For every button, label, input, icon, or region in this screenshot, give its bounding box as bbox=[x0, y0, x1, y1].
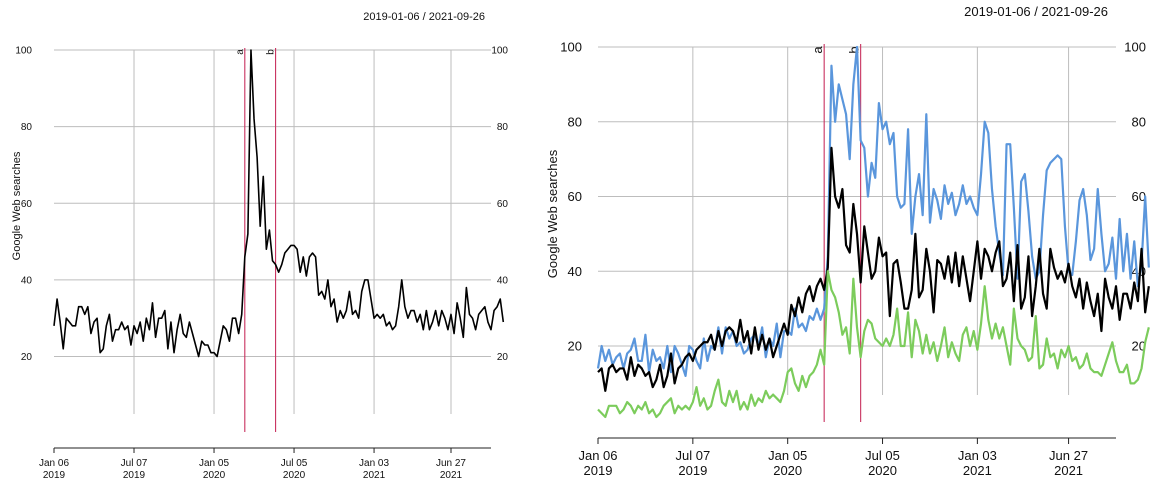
right-chart-event-label-b: b bbox=[847, 46, 862, 53]
right-chart-series-line-1 bbox=[596, 45, 1150, 377]
right-chart-x-tick-year-label: 2020 bbox=[868, 463, 897, 478]
right-chart-y-tick-label-right: 100 bbox=[1124, 40, 1146, 55]
left-chart-x-tick-label: Jul 05 bbox=[281, 458, 308, 469]
right-chart-event-label-a: a bbox=[810, 46, 825, 54]
left-chart-y-tick-label-left: 60 bbox=[21, 199, 33, 210]
left-chart-x-tick-year-label: 2020 bbox=[283, 470, 306, 481]
right-chart-x-tick-label: Jul 05 bbox=[865, 448, 900, 463]
left-chart-x-tick-label: Jan 03 bbox=[359, 458, 389, 469]
left-chart-x-tick-year-label: 2019 bbox=[43, 470, 66, 481]
right-chart-x-tick-label: Jan 05 bbox=[768, 448, 807, 463]
left-chart-y-tick-label-left: 20 bbox=[21, 352, 33, 363]
left-chart-y-tick-label-right: 80 bbox=[497, 122, 509, 133]
left-chart-x-tick-label: Jan 05 bbox=[199, 458, 229, 469]
right-chart-y-tick-label-left: 60 bbox=[568, 189, 582, 204]
right-chart-x-tick-label: Jul 07 bbox=[675, 448, 710, 463]
left-chart-event-label-a: a bbox=[235, 49, 246, 55]
right-chart-series-line-2 bbox=[597, 146, 1150, 392]
right-chart: 2019-01-06 / 2021-09-26 Google Web searc… bbox=[545, 4, 1150, 478]
right-chart-y-tick-label-right: 80 bbox=[1132, 114, 1146, 129]
right-chart-y-tick-label-left: 20 bbox=[568, 339, 582, 354]
left-chart-y-tick-label-left: 100 bbox=[15, 46, 32, 57]
left-chart-y-tick-label-right: 60 bbox=[497, 199, 509, 210]
left-chart-x-tick-label: Jan 06 bbox=[39, 458, 69, 469]
left-chart-title: 2019-01-06 / 2021-09-26 bbox=[363, 11, 485, 23]
left-chart-y-tick-label-left: 40 bbox=[21, 275, 33, 286]
left-chart-y-axis-label: Google Web searches bbox=[11, 151, 23, 260]
left-chart: 2019-01-06 / 2021-09-26 Google Web searc… bbox=[11, 11, 508, 481]
right-chart-y-tick-label-right: 20 bbox=[1132, 339, 1146, 354]
left-chart-x-tick-year-label: 2021 bbox=[440, 470, 463, 481]
right-chart-x-tick-year-label: 2021 bbox=[963, 463, 992, 478]
left-chart-event-label-b: b bbox=[266, 49, 277, 55]
left-chart-y-tick-label-left: 80 bbox=[21, 122, 33, 133]
right-chart-y-tick-label-left: 40 bbox=[568, 264, 582, 279]
right-chart-series-line-3 bbox=[597, 270, 1150, 419]
left-chart-x-tick-year-label: 2021 bbox=[363, 470, 386, 481]
right-chart-x-tick-year-label: 2020 bbox=[773, 463, 802, 478]
right-chart-y-tick-label-right: 60 bbox=[1132, 189, 1146, 204]
right-chart-x-tick-label: Jan 03 bbox=[958, 448, 997, 463]
right-chart-title: 2019-01-06 / 2021-09-26 bbox=[964, 4, 1108, 19]
left-chart-x-tick-year-label: 2020 bbox=[203, 470, 226, 481]
left-chart-y-tick-label-right: 20 bbox=[497, 352, 509, 363]
left-chart-series-line-1 bbox=[53, 49, 505, 358]
right-chart-x-tick-year-label: 2019 bbox=[678, 463, 707, 478]
right-chart-x-tick-year-label: 2019 bbox=[584, 463, 613, 478]
right-chart-x-tick-year-label: 2021 bbox=[1054, 463, 1083, 478]
left-chart-y-tick-label-right: 100 bbox=[491, 46, 508, 57]
left-chart-x-tick-label: Jul 07 bbox=[121, 458, 148, 469]
right-chart-y-tick-label-left: 80 bbox=[568, 114, 582, 129]
right-chart-y-axis-label: Google Web searches bbox=[545, 149, 560, 278]
right-chart-y-tick-label-left: 100 bbox=[560, 40, 582, 55]
right-chart-x-tick-label: Jan 06 bbox=[578, 448, 617, 463]
left-chart-x-tick-label: Jun 27 bbox=[436, 458, 466, 469]
right-chart-x-tick-label: Jun 27 bbox=[1049, 448, 1088, 463]
left-chart-y-tick-label-right: 40 bbox=[497, 275, 509, 286]
left-chart-x-tick-year-label: 2019 bbox=[123, 470, 146, 481]
